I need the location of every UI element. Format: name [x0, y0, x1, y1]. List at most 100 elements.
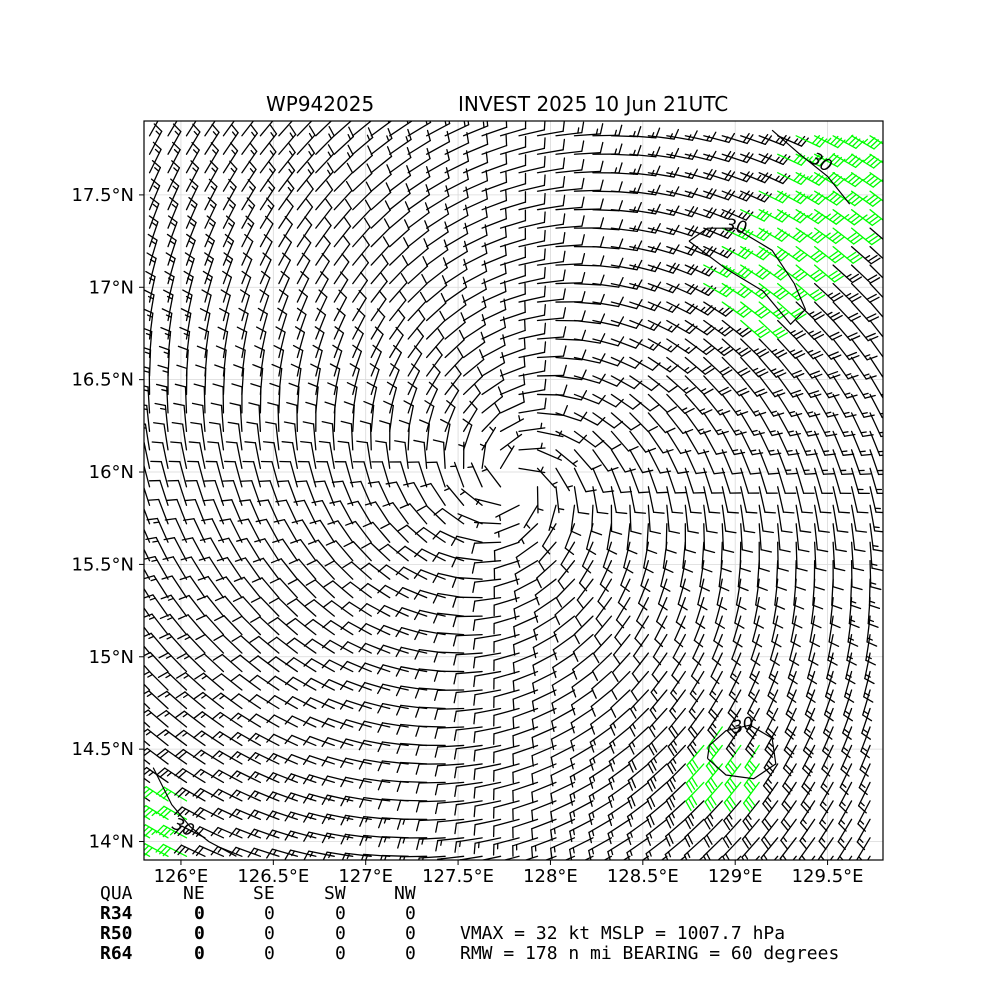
barb-feather — [153, 422, 165, 425]
barb-staff — [204, 331, 210, 359]
wind-barb — [829, 597, 841, 629]
barb-feather — [854, 548, 866, 552]
barb-feather — [627, 446, 639, 452]
barb-feather — [648, 745, 655, 756]
barb-staff — [481, 218, 507, 229]
barb-staff — [711, 633, 723, 660]
barb-feather — [416, 505, 428, 512]
barb-feather — [638, 491, 651, 494]
wind-barb — [777, 430, 800, 456]
wind-barb — [684, 818, 705, 848]
wind-barb — [278, 215, 293, 248]
barb-half-feather — [131, 791, 135, 794]
barb-staff — [294, 423, 298, 451]
barb-staff — [462, 341, 486, 359]
wind-barb — [173, 844, 206, 857]
barb-feather — [165, 498, 178, 502]
barb-staff — [345, 757, 372, 765]
barb-feather — [396, 799, 402, 811]
barb-staff — [259, 295, 270, 322]
wind-barb — [434, 800, 465, 815]
barb-feather — [433, 670, 439, 682]
wind-barb — [629, 449, 654, 474]
barb-staff — [672, 633, 686, 659]
barb-half-feather — [630, 813, 634, 820]
wind-barb — [721, 430, 746, 456]
barb-feather — [599, 236, 605, 248]
barb-feather — [708, 744, 717, 754]
barb-feather — [627, 779, 634, 791]
barb-feather — [581, 310, 586, 322]
wind-barb — [407, 309, 426, 340]
wind-barb — [342, 561, 372, 580]
barb-half-feather — [738, 212, 743, 218]
barb-feather — [652, 511, 665, 514]
barb-staff — [684, 504, 689, 532]
barb-feather — [581, 271, 586, 284]
barb-feather — [396, 780, 402, 793]
barb-staff — [592, 301, 620, 308]
barb-staff — [550, 744, 576, 758]
barb-staff — [481, 254, 507, 266]
wind-barb — [284, 792, 317, 803]
wind-barb — [703, 412, 729, 436]
wind-barb — [266, 848, 298, 859]
barb-feather — [334, 326, 345, 334]
barb-staff — [444, 250, 468, 266]
barb-staff — [736, 855, 742, 860]
wind-barb — [190, 421, 206, 451]
barb-feather — [501, 351, 506, 364]
wind-barb — [758, 541, 770, 572]
barb-feather — [513, 608, 517, 620]
wind-barb — [434, 689, 465, 701]
wind-barb — [473, 670, 502, 688]
barb-staff — [666, 486, 673, 513]
barb-feather — [512, 716, 515, 729]
barb-staff — [426, 423, 430, 451]
barb-feather — [280, 270, 290, 279]
wind-barb — [266, 810, 298, 821]
barb-feather — [762, 785, 771, 795]
barb-half-feather — [287, 186, 293, 193]
barb-staff — [629, 356, 654, 371]
barb-feather — [544, 397, 547, 410]
barb-staff — [290, 753, 317, 765]
wind-barb — [571, 670, 594, 698]
barb-feather — [632, 655, 641, 665]
wind-barb — [850, 541, 865, 572]
wind-barb — [192, 768, 225, 784]
wind-barb — [692, 633, 705, 666]
wind-barb — [777, 393, 803, 418]
wind-barb — [850, 486, 869, 514]
barb-half-feather — [557, 508, 565, 511]
wind-barb — [232, 615, 262, 636]
barb-feather — [515, 556, 521, 568]
wind-barb — [434, 763, 465, 777]
barb-half-feather — [190, 203, 196, 209]
wind-barb — [721, 301, 753, 318]
wind-barb — [553, 615, 576, 643]
barb-staff — [296, 331, 306, 359]
wind-barb — [802, 726, 816, 759]
barb-staff — [352, 404, 355, 433]
barb-feather — [266, 675, 276, 684]
barb-feather — [144, 847, 153, 856]
wind-barb — [472, 615, 502, 631]
barb-feather — [227, 421, 240, 425]
barb-feather — [453, 710, 457, 723]
barb-feather — [435, 821, 439, 833]
barb-feather — [324, 560, 335, 567]
barb-feather — [195, 364, 207, 370]
barb-feather — [249, 655, 259, 663]
wind-barb — [266, 695, 298, 710]
barb-feather — [248, 694, 258, 703]
barb-staff — [629, 375, 653, 392]
barb-feather — [453, 691, 457, 704]
wind-barb — [647, 356, 679, 373]
barb-half-feather — [537, 508, 544, 511]
barb-half-feather — [652, 688, 658, 694]
barb-staff — [813, 467, 823, 494]
barb-feather — [607, 851, 611, 860]
barb-feather — [192, 768, 202, 778]
barb-feather — [358, 662, 366, 673]
